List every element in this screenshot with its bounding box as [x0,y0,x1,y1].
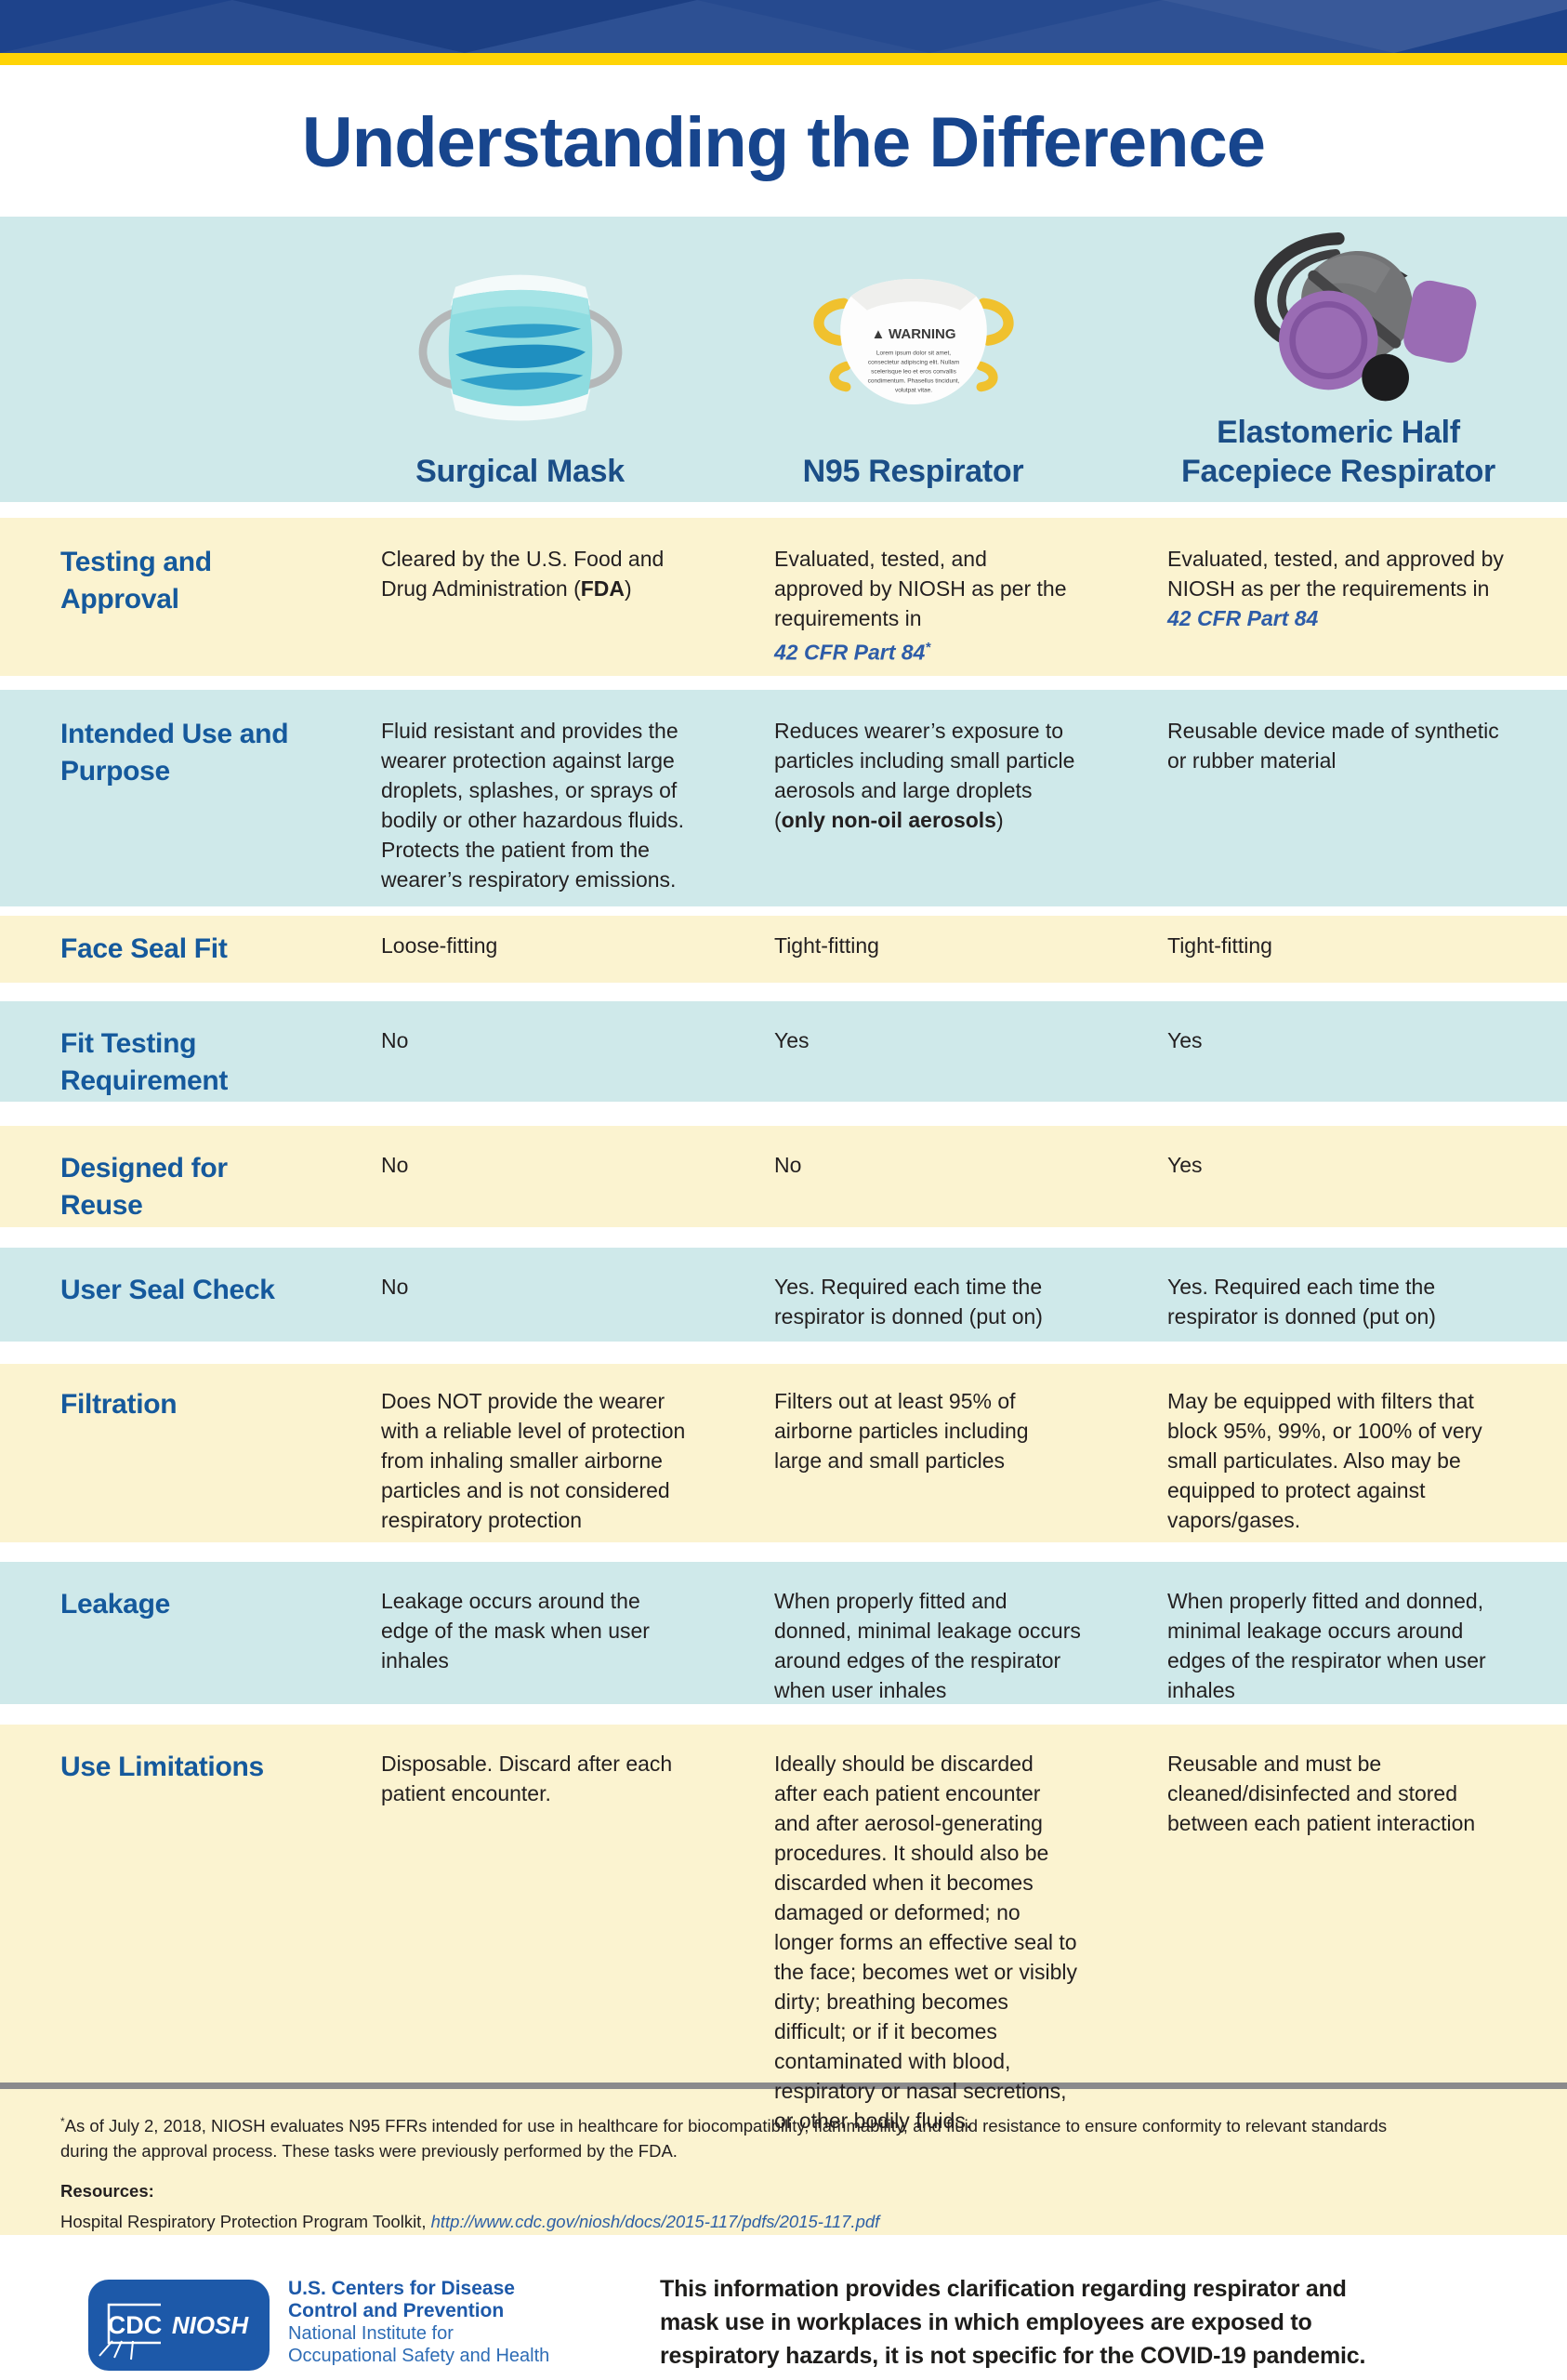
table-row: Fit Testing Requirement No Yes Yes [0,1001,1567,1102]
table-cell: Evaluated, tested, and approved by NIOSH… [1167,547,1504,630]
table-row: Face Seal Fit Loose-fitting Tight-fitting T… [0,916,1567,983]
table-cell: Cleared by the U.S. Food and Drug Admini… [381,547,665,601]
table-row: Intended Use and Purpose Fluid resistant … [0,690,1567,906]
table-cell: When properly fitted and donned, minimal… [774,1589,1081,1702]
svg-text:▲WARNING: ▲ WARNING [871,326,955,342]
table-row: Designed for Reuse No No Yes [0,1126,1567,1227]
row-label: Intended Use and Purpose [60,719,289,787]
page-title: Understanding the Difference [301,103,1266,182]
table-cell: Tight-fitting [1167,933,1272,958]
product-n95-respirator: ▲ WARNING Lorem ipsum dolor sit amet, con… [717,217,1110,502]
agency-name: U.S. Centers for Disease Control and Pre… [288,2278,550,2366]
elastomeric-respirator-illustration [1254,232,1477,402]
n95-respirator-illustration: ▲ WARNING Lorem ipsum dolor sit amet, con… [813,279,1013,404]
resource-link-toolkit[interactable]: http://www.cdc.gov/niosh/docs/2015-117/p… [430,2212,880,2232]
row-label: User Seal Check [60,1275,275,1305]
table-cell: Yes [1167,1153,1203,1177]
products-band: Surgical Mask ▲ WARNING Lorem ipsum dolor… [0,217,1567,502]
column-header-surgical-mask: Surgical Mask [415,454,625,489]
table-cell: Reusable and must be cleaned/disinfected… [1167,1752,1476,1835]
comparison-table: Testing and Approval Cleared by the U.S. … [0,518,1567,2133]
table-cell: No [381,1153,409,1177]
table-cell: Yes. Required each time the respirator i… [774,1275,1043,1329]
row-label: Fit Testing Requirement [60,1028,229,1096]
svg-text:NIOSH: NIOSH [172,2311,250,2339]
table-cell: Filters out at least 95% of airborne par… [774,1389,1029,1473]
banner-facet-pattern [0,0,1567,53]
table-bottom-border [0,2082,1567,2089]
svg-text:scelerisque leo et eros conval: scelerisque leo et eros convallis [871,368,957,375]
column-header-n95-respirator: N95 Respirator [802,454,1024,489]
table-cell: Loose-fitting [381,933,498,958]
table-cell: No [381,1275,409,1299]
clarification-statement: This information provides clarification … [660,2276,1366,2369]
svg-text:volutpat vitae.: volutpat vitae. [894,387,931,393]
table-cell: May be equipped with filters that block … [1167,1389,1482,1532]
row-label: Leakage [60,1589,170,1620]
footnote-section: *As of July 2, 2018, NIOSH evaluates N95… [0,2089,1567,2258]
table-cell: Disposable. Discard after each patient e… [381,1752,673,1805]
surgical-mask-illustration [418,274,622,421]
spacer [0,502,1567,518]
product-surgical-mask: Surgical Mask [323,217,717,502]
svg-text:condimentum. Phasellus tincidu: condimentum. Phasellus tincidunt, [867,377,959,384]
title-area: Understanding the Difference [0,65,1567,217]
cdc-niosh-logo: CDC NIOSH [88,2280,270,2371]
row-label: Designed for Reuse [60,1153,228,1221]
table-row: Use Limitations Disposable. Discard after… [0,1725,1567,2133]
footer: CDC NIOSH U.S. Centers for Disease Contr… [0,2235,1567,2380]
table-cell: Evaluated, tested, and approved by NIOSH… [774,547,1067,665]
top-banner [0,0,1567,53]
table-cell: No [774,1153,802,1177]
table-cell: Leakage occurs around the edge of the ma… [381,1589,650,1673]
row-label: Filtration [60,1389,178,1420]
table-row: Testing and Approval Cleared by the U.S. … [0,518,1567,676]
footnote-asterisk: * [60,2115,65,2128]
table-cell: Tight-fitting [774,933,879,958]
table-cell: Yes [1167,1028,1203,1052]
table-cell: Reduces wearer’s exposure to particles i… [774,719,1075,832]
row-label: Use Limitations [60,1752,264,1782]
table-cell: When properly fitted and donned, minimal… [1167,1589,1486,1702]
table-cell: Ideally should be discarded after each p… [774,1752,1077,2133]
table-cell: Yes. Required each time the respirator i… [1167,1275,1436,1329]
table-row: User Seal Check No Yes. Required each time… [0,1248,1567,1342]
row-label: Testing and Approval [60,547,212,615]
svg-text:consectetur adipiscing elit. N: consectetur adipiscing elit. Nullam [867,359,958,365]
resource-item: Hospital Respiratory Protection Program … [60,2212,880,2232]
row-label: Face Seal Fit [60,933,228,964]
table-row: Leakage Leakage occurs around the edge of… [0,1562,1567,1704]
product-elastomeric-respirator: Elastomeric Half Facepiece Respirator [1110,217,1567,502]
table-row: Filtration Does NOT provide the wearer wi… [0,1364,1567,1542]
gold-stripe [0,53,1567,65]
table-cell: No [381,1028,409,1052]
resources-heading: Resources: [60,2181,154,2202]
table-cell: Yes [774,1028,810,1052]
table-cell: Fluid resistant and provides the wearer … [381,719,685,892]
svg-text:Lorem ipsum dolor sit amet,: Lorem ipsum dolor sit amet, [876,350,950,356]
svg-text:CDC: CDC [108,2311,163,2339]
column-header-elastomeric-respirator: Elastomeric Half Facepiece Respirator [1181,415,1495,489]
table-cell: Does NOT provide the wearer with a relia… [381,1389,686,1532]
footnote: *As of July 2, 2018, NIOSH evaluates N95… [60,2115,1388,2162]
table-cell: Reusable device made of synthetic or rub… [1167,719,1499,773]
